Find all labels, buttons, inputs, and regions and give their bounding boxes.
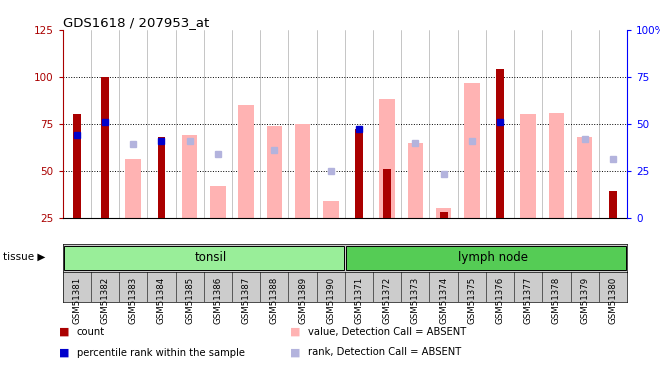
Bar: [267, 126, 282, 218]
Bar: [101, 77, 109, 218]
Text: GSM51379: GSM51379: [580, 276, 589, 324]
Text: GSM51374: GSM51374: [439, 276, 448, 324]
Text: tonsil: tonsil: [195, 251, 227, 264]
Text: count: count: [77, 327, 105, 337]
Text: GSM51388: GSM51388: [270, 276, 279, 324]
Text: ■: ■: [59, 348, 70, 357]
Text: GSM51376: GSM51376: [496, 276, 504, 324]
Text: tissue ▶: tissue ▶: [3, 252, 46, 262]
Text: GSM51387: GSM51387: [242, 276, 251, 324]
Text: lymph node: lymph node: [458, 251, 528, 264]
Bar: [63, 246, 344, 270]
Text: GDS1618 / 207953_at: GDS1618 / 207953_at: [63, 16, 209, 29]
Bar: [548, 112, 564, 218]
Text: GSM51383: GSM51383: [129, 276, 138, 324]
Bar: [496, 69, 504, 218]
Text: GSM51378: GSM51378: [552, 276, 561, 324]
Text: GSM51386: GSM51386: [213, 276, 222, 324]
Bar: [521, 114, 536, 218]
Text: percentile rank within the sample: percentile rank within the sample: [77, 348, 245, 357]
Bar: [609, 191, 617, 217]
Bar: [408, 142, 423, 218]
Bar: [464, 82, 480, 218]
Bar: [210, 186, 226, 218]
Bar: [125, 159, 141, 218]
Bar: [323, 201, 339, 217]
Text: rank, Detection Call = ABSENT: rank, Detection Call = ABSENT: [308, 348, 461, 357]
Text: ■: ■: [290, 348, 301, 357]
Bar: [436, 208, 451, 218]
Text: GSM51380: GSM51380: [609, 276, 617, 324]
Text: GSM51372: GSM51372: [383, 276, 391, 324]
Bar: [346, 246, 626, 270]
Bar: [379, 99, 395, 218]
Bar: [238, 105, 254, 218]
Text: value, Detection Call = ABSENT: value, Detection Call = ABSENT: [308, 327, 466, 337]
Text: GSM51377: GSM51377: [524, 276, 533, 324]
Bar: [440, 212, 447, 217]
Bar: [295, 124, 310, 218]
Text: GSM51384: GSM51384: [157, 276, 166, 324]
Bar: [383, 169, 391, 217]
Text: ■: ■: [59, 327, 70, 337]
Bar: [182, 135, 197, 218]
Text: GSM51382: GSM51382: [100, 276, 110, 324]
Text: GSM51389: GSM51389: [298, 276, 307, 324]
Bar: [158, 137, 166, 218]
Bar: [577, 137, 593, 218]
Text: GSM51373: GSM51373: [411, 276, 420, 324]
Bar: [73, 114, 81, 218]
Text: GSM51385: GSM51385: [185, 276, 194, 324]
Text: ■: ■: [290, 327, 301, 337]
Text: GSM51390: GSM51390: [326, 276, 335, 324]
Text: GSM51375: GSM51375: [467, 276, 477, 324]
Text: GSM51371: GSM51371: [354, 276, 364, 324]
Text: GSM51381: GSM51381: [73, 276, 81, 324]
Bar: [355, 129, 363, 218]
